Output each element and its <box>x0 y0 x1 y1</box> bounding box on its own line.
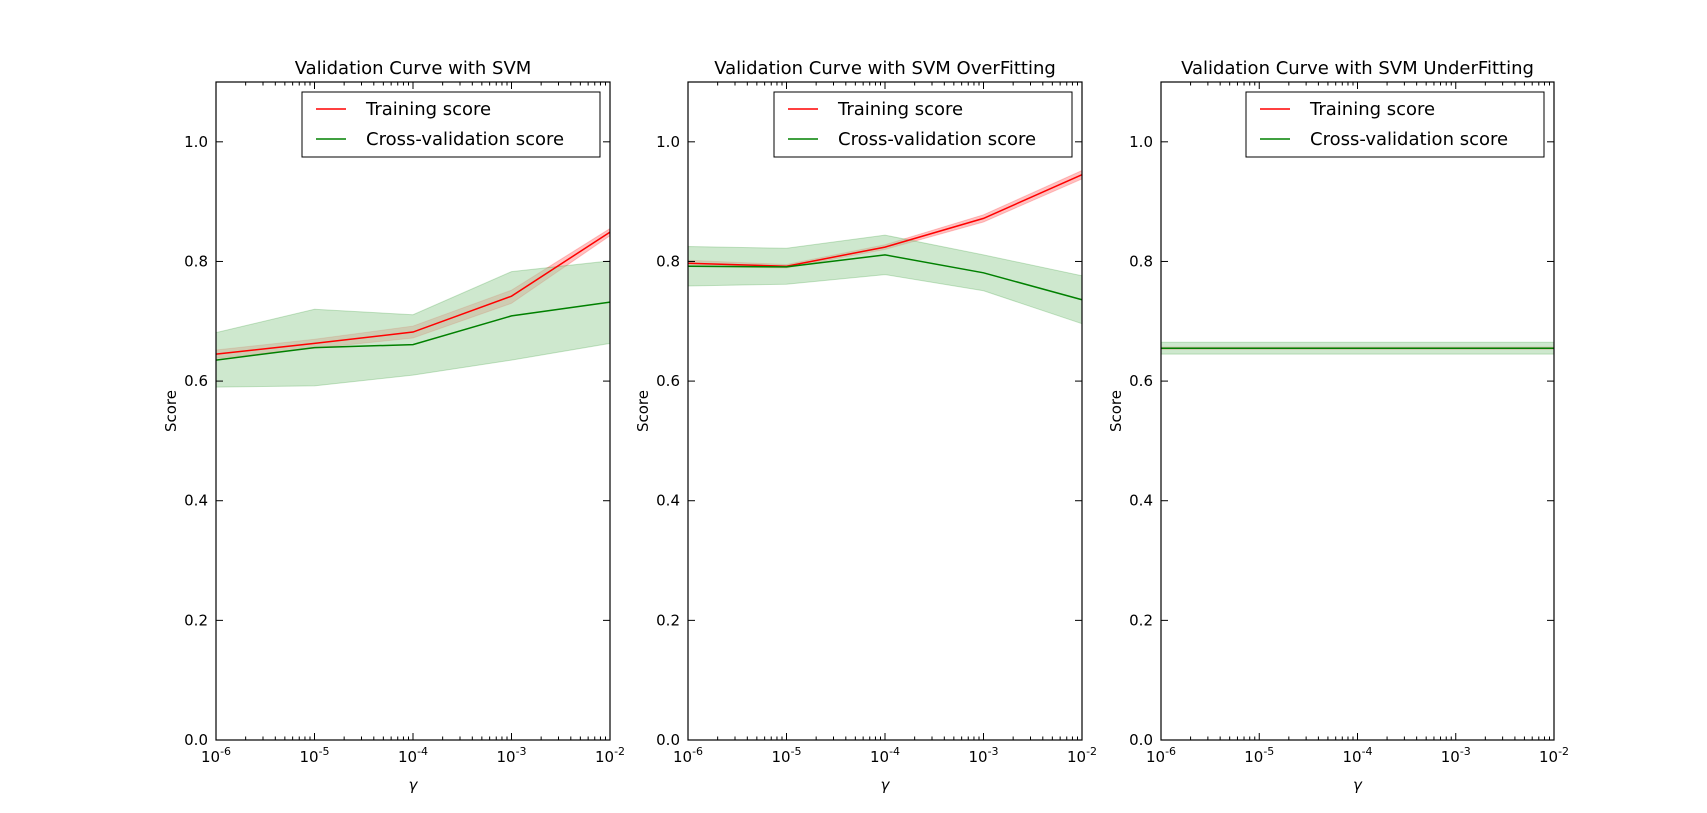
y-axis-label: Score <box>162 390 180 432</box>
legend-label-cross-validation: Cross-validation score <box>1310 129 1508 150</box>
y-tick-label: 0.0 <box>184 731 208 749</box>
legend: Training score Cross-validation score <box>773 91 1073 158</box>
legend-label-cross-validation: Cross-validation score <box>838 129 1036 150</box>
x-tick-label: 10-3 <box>1441 745 1471 766</box>
chart-title: Validation Curve with SVM OverFitting <box>714 58 1056 79</box>
y-tick-label: 0.8 <box>184 252 208 270</box>
line-training-score <box>215 231 611 355</box>
x-tick-label: 10-2 <box>595 745 625 766</box>
y-tick-label: 0.2 <box>1129 611 1153 629</box>
legend: Training score Cross-validation score <box>1245 91 1545 158</box>
legend-box <box>1245 91 1545 158</box>
y-tick-label: 0.2 <box>656 611 680 629</box>
chart-title: Validation Curve with SVM UnderFitting <box>1181 58 1534 79</box>
x-tick-label: 10-5 <box>299 745 329 766</box>
y-tick-label: 1.0 <box>1129 133 1153 151</box>
x-tick-label: 10-6 <box>1146 745 1176 766</box>
x-tick-label: 10-5 <box>771 745 801 766</box>
y-axis-label: Score <box>634 390 652 432</box>
y-tick-label: 0.0 <box>656 731 680 749</box>
chart-panel-2: 0.0 0.2 0.4 0.6 0.8 1.0 10-6 10-5 10-4 10-3 10-2 Va… <box>634 58 1097 794</box>
x-tick-label: 10-2 <box>1067 745 1097 766</box>
x-tick-label: 10-2 <box>1539 745 1569 766</box>
legend-label-training: Training score <box>365 99 491 120</box>
y-tick-label: 1.0 <box>656 133 680 151</box>
chart-panel-3: 0.0 0.2 0.4 0.6 0.8 1.0 10-6 10-5 10-4 10-3 10-2 Va… <box>1107 58 1569 794</box>
y-tick-label: 0.6 <box>184 372 208 390</box>
legend-label-training: Training score <box>1309 99 1435 120</box>
y-tick-label: 0.0 <box>1129 731 1153 749</box>
y-tick-label: 0.4 <box>656 492 680 510</box>
legend: Training score Cross-validation score <box>301 91 601 158</box>
y-tick-label: 0.4 <box>184 492 208 510</box>
axes-frame <box>687 81 1083 741</box>
x-axis-label: γ <box>881 776 891 794</box>
x-tick-label: 10-4 <box>1342 745 1372 766</box>
y-tick-label: 0.6 <box>1129 372 1153 390</box>
legend-box <box>301 91 601 158</box>
y-tick-label: 0.8 <box>1129 252 1153 270</box>
x-tick-label: 10-3 <box>496 745 526 766</box>
y-tick-label: 0.4 <box>1129 492 1153 510</box>
line-cross-validation-score <box>215 301 611 361</box>
x-tick-label: 10-5 <box>1244 745 1274 766</box>
x-tick-label: 10-6 <box>673 745 703 766</box>
x-tick-label: 10-4 <box>870 745 900 766</box>
y-axis-label: Score <box>1107 390 1125 432</box>
chart-title: Validation Curve with SVM <box>295 58 532 79</box>
line-training-score <box>687 174 1083 267</box>
legend-box <box>773 91 1073 158</box>
line-cross-validation-score <box>687 254 1083 301</box>
x-axis-label: γ <box>409 776 419 794</box>
legend-label-training: Training score <box>837 99 963 120</box>
y-tick-label: 1.0 <box>184 133 208 151</box>
axes-frame <box>215 81 611 741</box>
legend-label-cross-validation: Cross-validation score <box>366 129 564 150</box>
y-tick-label: 0.6 <box>656 372 680 390</box>
y-tick-label: 0.8 <box>656 252 680 270</box>
axes-frame <box>1160 81 1555 741</box>
x-tick-label: 10-3 <box>968 745 998 766</box>
y-tick-label: 0.2 <box>184 611 208 629</box>
chart-panel-1: 0.0 0.2 0.4 0.6 0.8 1.0 10-6 10-5 10-4 10-3 10-2 Va… <box>162 58 625 794</box>
x-tick-label: 10-6 <box>201 745 231 766</box>
x-axis-label: γ <box>1353 776 1363 794</box>
x-tick-label: 10-4 <box>398 745 428 766</box>
